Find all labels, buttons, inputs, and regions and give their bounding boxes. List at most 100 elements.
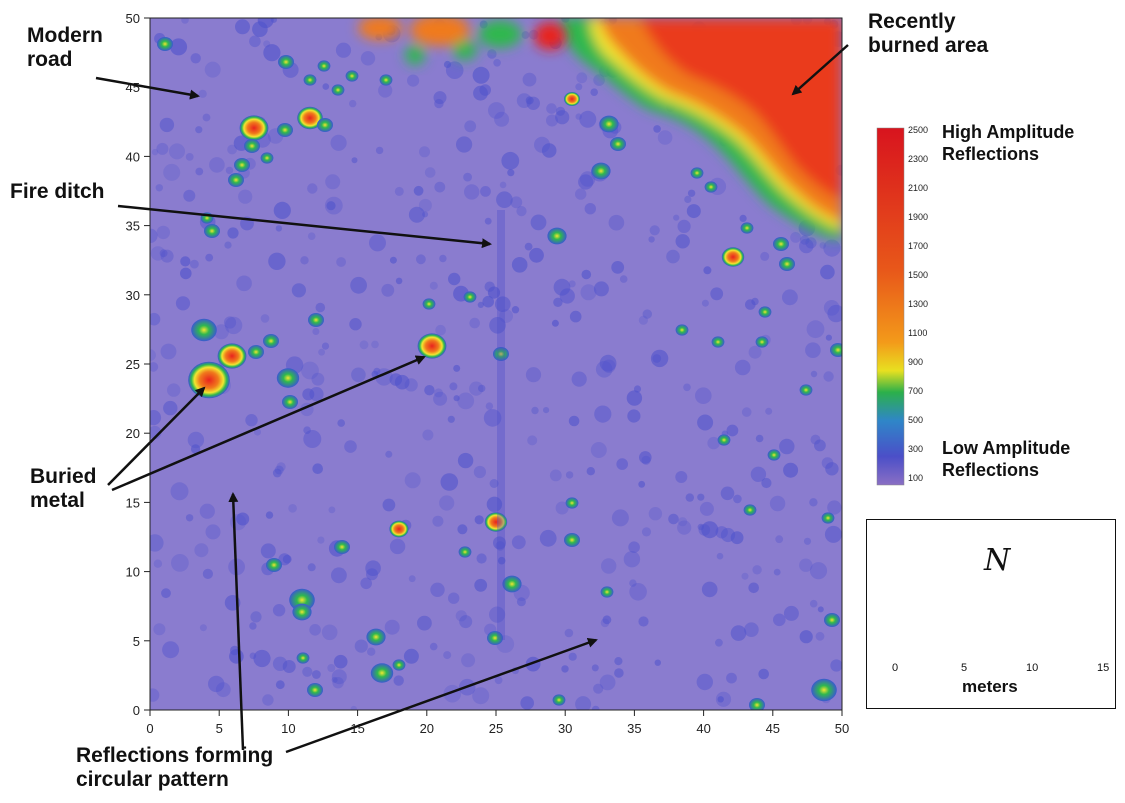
texture-speck <box>830 659 842 672</box>
texture-speck <box>205 253 214 262</box>
texture-speck <box>288 504 297 513</box>
texture-speck <box>307 183 318 194</box>
texture-speck <box>733 494 742 504</box>
texture-speck <box>593 281 609 297</box>
texture-speck <box>628 541 640 553</box>
mid-reflection-spot <box>266 558 282 572</box>
label-reflections-circular: Reflections forming circular pattern <box>76 744 274 791</box>
mid-reflection-spot <box>244 139 260 153</box>
mid-reflection-spot <box>767 449 781 461</box>
texture-speck <box>331 567 347 584</box>
texture-speck <box>489 479 499 488</box>
texture-speck <box>333 654 348 669</box>
texture-speck <box>761 477 772 489</box>
texture-speck <box>555 110 570 125</box>
texture-speck <box>800 235 810 245</box>
texture-speck <box>561 665 569 673</box>
label-modern-road: Modern road <box>27 24 103 71</box>
texture-speck <box>359 340 369 350</box>
texture-speck <box>555 106 566 116</box>
texture-speck <box>590 442 607 458</box>
texture-speck <box>654 659 661 666</box>
texture-speck <box>638 480 646 488</box>
texture-speck <box>486 496 503 512</box>
texture-speck <box>199 624 207 632</box>
texture-speck <box>553 297 563 307</box>
colorbar-tick-label: 2300 <box>908 154 928 164</box>
texture-speck <box>569 310 582 323</box>
texture-speck <box>424 167 436 178</box>
texture-speck <box>317 536 325 544</box>
texture-speck <box>167 383 181 397</box>
colorbar-tick-label: 2500 <box>908 125 928 135</box>
texture-speck <box>464 120 477 133</box>
mid-reflection-spot <box>345 70 359 82</box>
texture-speck <box>527 435 538 446</box>
texture-speck <box>162 641 180 659</box>
arrow-buried-metal-2 <box>111 355 426 492</box>
high-reflection-spot <box>239 115 269 141</box>
mid-reflection-spot <box>379 74 393 86</box>
mid-reflection-spot <box>278 55 294 69</box>
reflection-spots <box>157 37 842 710</box>
texture-speck <box>443 60 452 69</box>
texture-speck <box>331 669 347 685</box>
texture-speck <box>619 275 628 283</box>
texture-speck <box>499 181 507 189</box>
colorbar-ticks: 2500 2300 2100 1900 1700 1500 1300 1100 900 700 50… <box>908 125 928 483</box>
texture-speck <box>497 556 506 565</box>
texture-speck <box>344 440 357 453</box>
texture-speck <box>739 214 747 222</box>
texture-speck <box>489 606 506 623</box>
texture-speck <box>453 364 461 372</box>
texture-speck <box>715 526 728 539</box>
texture-speck <box>520 696 534 710</box>
texture-speck <box>480 186 491 197</box>
texture-speck <box>541 143 557 158</box>
texture-speck <box>227 144 238 155</box>
texture-speck <box>827 500 842 515</box>
x-tick-label: 40 <box>696 721 710 736</box>
texture-speck <box>408 206 425 223</box>
texture-speck <box>394 186 404 196</box>
texture-speck <box>524 242 533 251</box>
texture-speck <box>741 572 749 580</box>
texture-speck <box>649 225 660 236</box>
texture-speck <box>568 415 580 427</box>
texture-speck <box>443 651 452 660</box>
mid-reflection-spot <box>463 291 477 303</box>
texture-speck <box>806 320 825 339</box>
texture-speck <box>337 419 346 427</box>
texture-speck <box>627 409 641 423</box>
texture-speck <box>595 361 613 378</box>
texture-speck <box>683 383 691 392</box>
x-tick-label: 50 <box>835 721 849 736</box>
texture-speck <box>449 382 458 391</box>
texture-speck <box>360 51 376 66</box>
texture-speck <box>476 553 487 564</box>
arrow-circular-1 <box>228 492 245 751</box>
texture-speck <box>666 249 680 264</box>
texture-speck <box>150 688 160 702</box>
mid-reflection-spot <box>749 698 765 710</box>
scale-tick-15: 15 <box>1097 662 1110 674</box>
texture-speck <box>151 148 159 156</box>
texture-speck <box>252 21 268 37</box>
texture-speck <box>385 450 393 458</box>
texture-speck <box>824 525 842 543</box>
texture-speck <box>543 407 550 414</box>
texture-speck <box>330 134 347 151</box>
texture-speck <box>291 283 306 298</box>
texture-speck <box>616 458 628 470</box>
texture-speck <box>249 35 261 48</box>
colorbar-tick-label: 2100 <box>908 183 928 193</box>
texture-speck <box>601 558 617 574</box>
texture-speck <box>318 348 325 356</box>
texture-speck <box>413 185 424 196</box>
texture-speck <box>782 289 798 306</box>
y-tick-label: 25 <box>126 357 140 372</box>
amplitude-colorbar: 2500 2300 2100 1900 1700 1500 1300 1100 900 700 50… <box>876 125 928 486</box>
scale-legend-box <box>866 519 1116 709</box>
texture-speck <box>375 146 384 155</box>
texture-speck <box>159 249 168 258</box>
